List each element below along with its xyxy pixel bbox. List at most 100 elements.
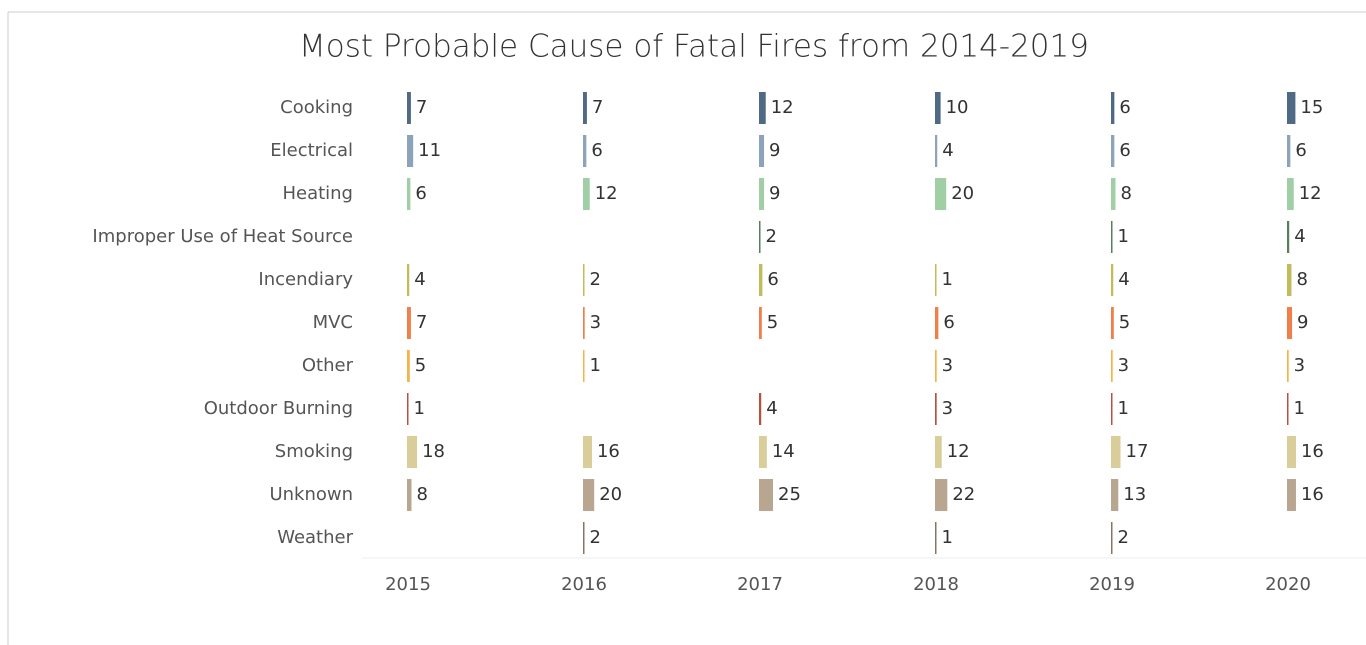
x-tick-label: 2017 (737, 574, 783, 595)
bar (1111, 393, 1113, 425)
row-label: Cooking (280, 97, 353, 118)
bar (1287, 92, 1296, 124)
bar (1287, 178, 1294, 210)
chart-title: Most Probable Cause of Fatal Fires from … (299, 29, 1089, 65)
bar (407, 436, 418, 468)
bar (935, 479, 948, 511)
bar (759, 135, 765, 167)
value-label: 7 (416, 312, 427, 333)
value-label: 16 (1301, 441, 1324, 462)
value-label: 6 (943, 312, 954, 333)
row-label: Incendiary (258, 269, 353, 290)
bar (1111, 92, 1115, 124)
value-label: 6 (591, 140, 602, 161)
value-label: 4 (942, 140, 953, 161)
x-tick-label: 2020 (1265, 574, 1311, 595)
value-label: 1 (1118, 226, 1129, 247)
bar (1111, 479, 1119, 511)
bar (1287, 436, 1296, 468)
bar (583, 522, 585, 554)
value-label: 1 (590, 355, 601, 376)
row-label: Electrical (270, 140, 353, 161)
bar (1287, 135, 1291, 167)
value-label: 6 (767, 269, 778, 290)
value-label: 3 (942, 398, 953, 419)
bar (759, 393, 762, 425)
bar (935, 350, 937, 382)
bar (1111, 221, 1113, 253)
bar (935, 522, 937, 554)
bar (1287, 221, 1290, 253)
value-label: 8 (1296, 269, 1307, 290)
bar (583, 307, 585, 339)
value-label: 4 (414, 269, 425, 290)
bar (759, 479, 773, 511)
bar (1287, 393, 1289, 425)
bar (407, 178, 411, 210)
bar (1111, 522, 1113, 554)
row-label: Unknown (269, 484, 353, 505)
bar (407, 92, 411, 124)
value-label: 2 (590, 527, 601, 548)
value-label: 1 (942, 269, 953, 290)
value-label: 12 (947, 441, 970, 462)
value-label: 7 (416, 97, 427, 118)
value-label: 9 (1297, 312, 1308, 333)
bar (935, 436, 942, 468)
value-label: 4 (766, 398, 777, 419)
value-label: 3 (1118, 355, 1129, 376)
bar (1111, 350, 1113, 382)
value-label: 11 (418, 140, 441, 161)
value-label: 6 (1119, 140, 1130, 161)
row-label: Improper Use of Heat Source (92, 226, 353, 247)
value-label: 20 (951, 183, 974, 204)
value-label: 9 (769, 140, 780, 161)
value-label: 14 (772, 441, 795, 462)
bar (583, 92, 587, 124)
row-label: Weather (277, 527, 353, 548)
value-label: 2 (766, 226, 777, 247)
bar (759, 436, 767, 468)
value-label: 1 (942, 527, 953, 548)
value-label: 12 (1299, 183, 1322, 204)
bar (759, 92, 766, 124)
value-label: 6 (1295, 140, 1306, 161)
bar (1111, 264, 1114, 296)
bar (1287, 264, 1292, 296)
bar (1111, 436, 1121, 468)
value-label: 1 (1118, 398, 1129, 419)
x-tick-label: 2018 (913, 574, 959, 595)
row-label: Other (302, 355, 354, 376)
bar (583, 178, 590, 210)
bar (407, 479, 412, 511)
bar (1287, 307, 1293, 339)
value-label: 12 (771, 97, 794, 118)
bar (583, 135, 587, 167)
bar (935, 178, 947, 210)
bar (1287, 350, 1289, 382)
value-label: 6 (415, 183, 426, 204)
row-label: Smoking (275, 441, 353, 462)
value-label: 1 (1294, 398, 1305, 419)
value-label: 5 (415, 355, 426, 376)
value-label: 22 (952, 484, 975, 505)
value-label: 2 (590, 269, 601, 290)
value-label: 17 (1126, 441, 1149, 462)
value-label: 4 (1118, 269, 1129, 290)
x-tick-label: 2016 (561, 574, 607, 595)
bar (1287, 479, 1296, 511)
bar (583, 350, 585, 382)
value-label: 3 (590, 312, 601, 333)
value-label: 2 (1118, 527, 1129, 548)
bar (935, 92, 941, 124)
bar (935, 307, 939, 339)
bar (759, 178, 765, 210)
value-label: 4 (1294, 226, 1305, 247)
bar (407, 135, 414, 167)
row-label: Heating (282, 183, 353, 204)
value-label: 8 (1120, 183, 1131, 204)
value-label: 5 (1119, 312, 1130, 333)
bar (407, 393, 409, 425)
x-tick-label: 2019 (1089, 574, 1135, 595)
